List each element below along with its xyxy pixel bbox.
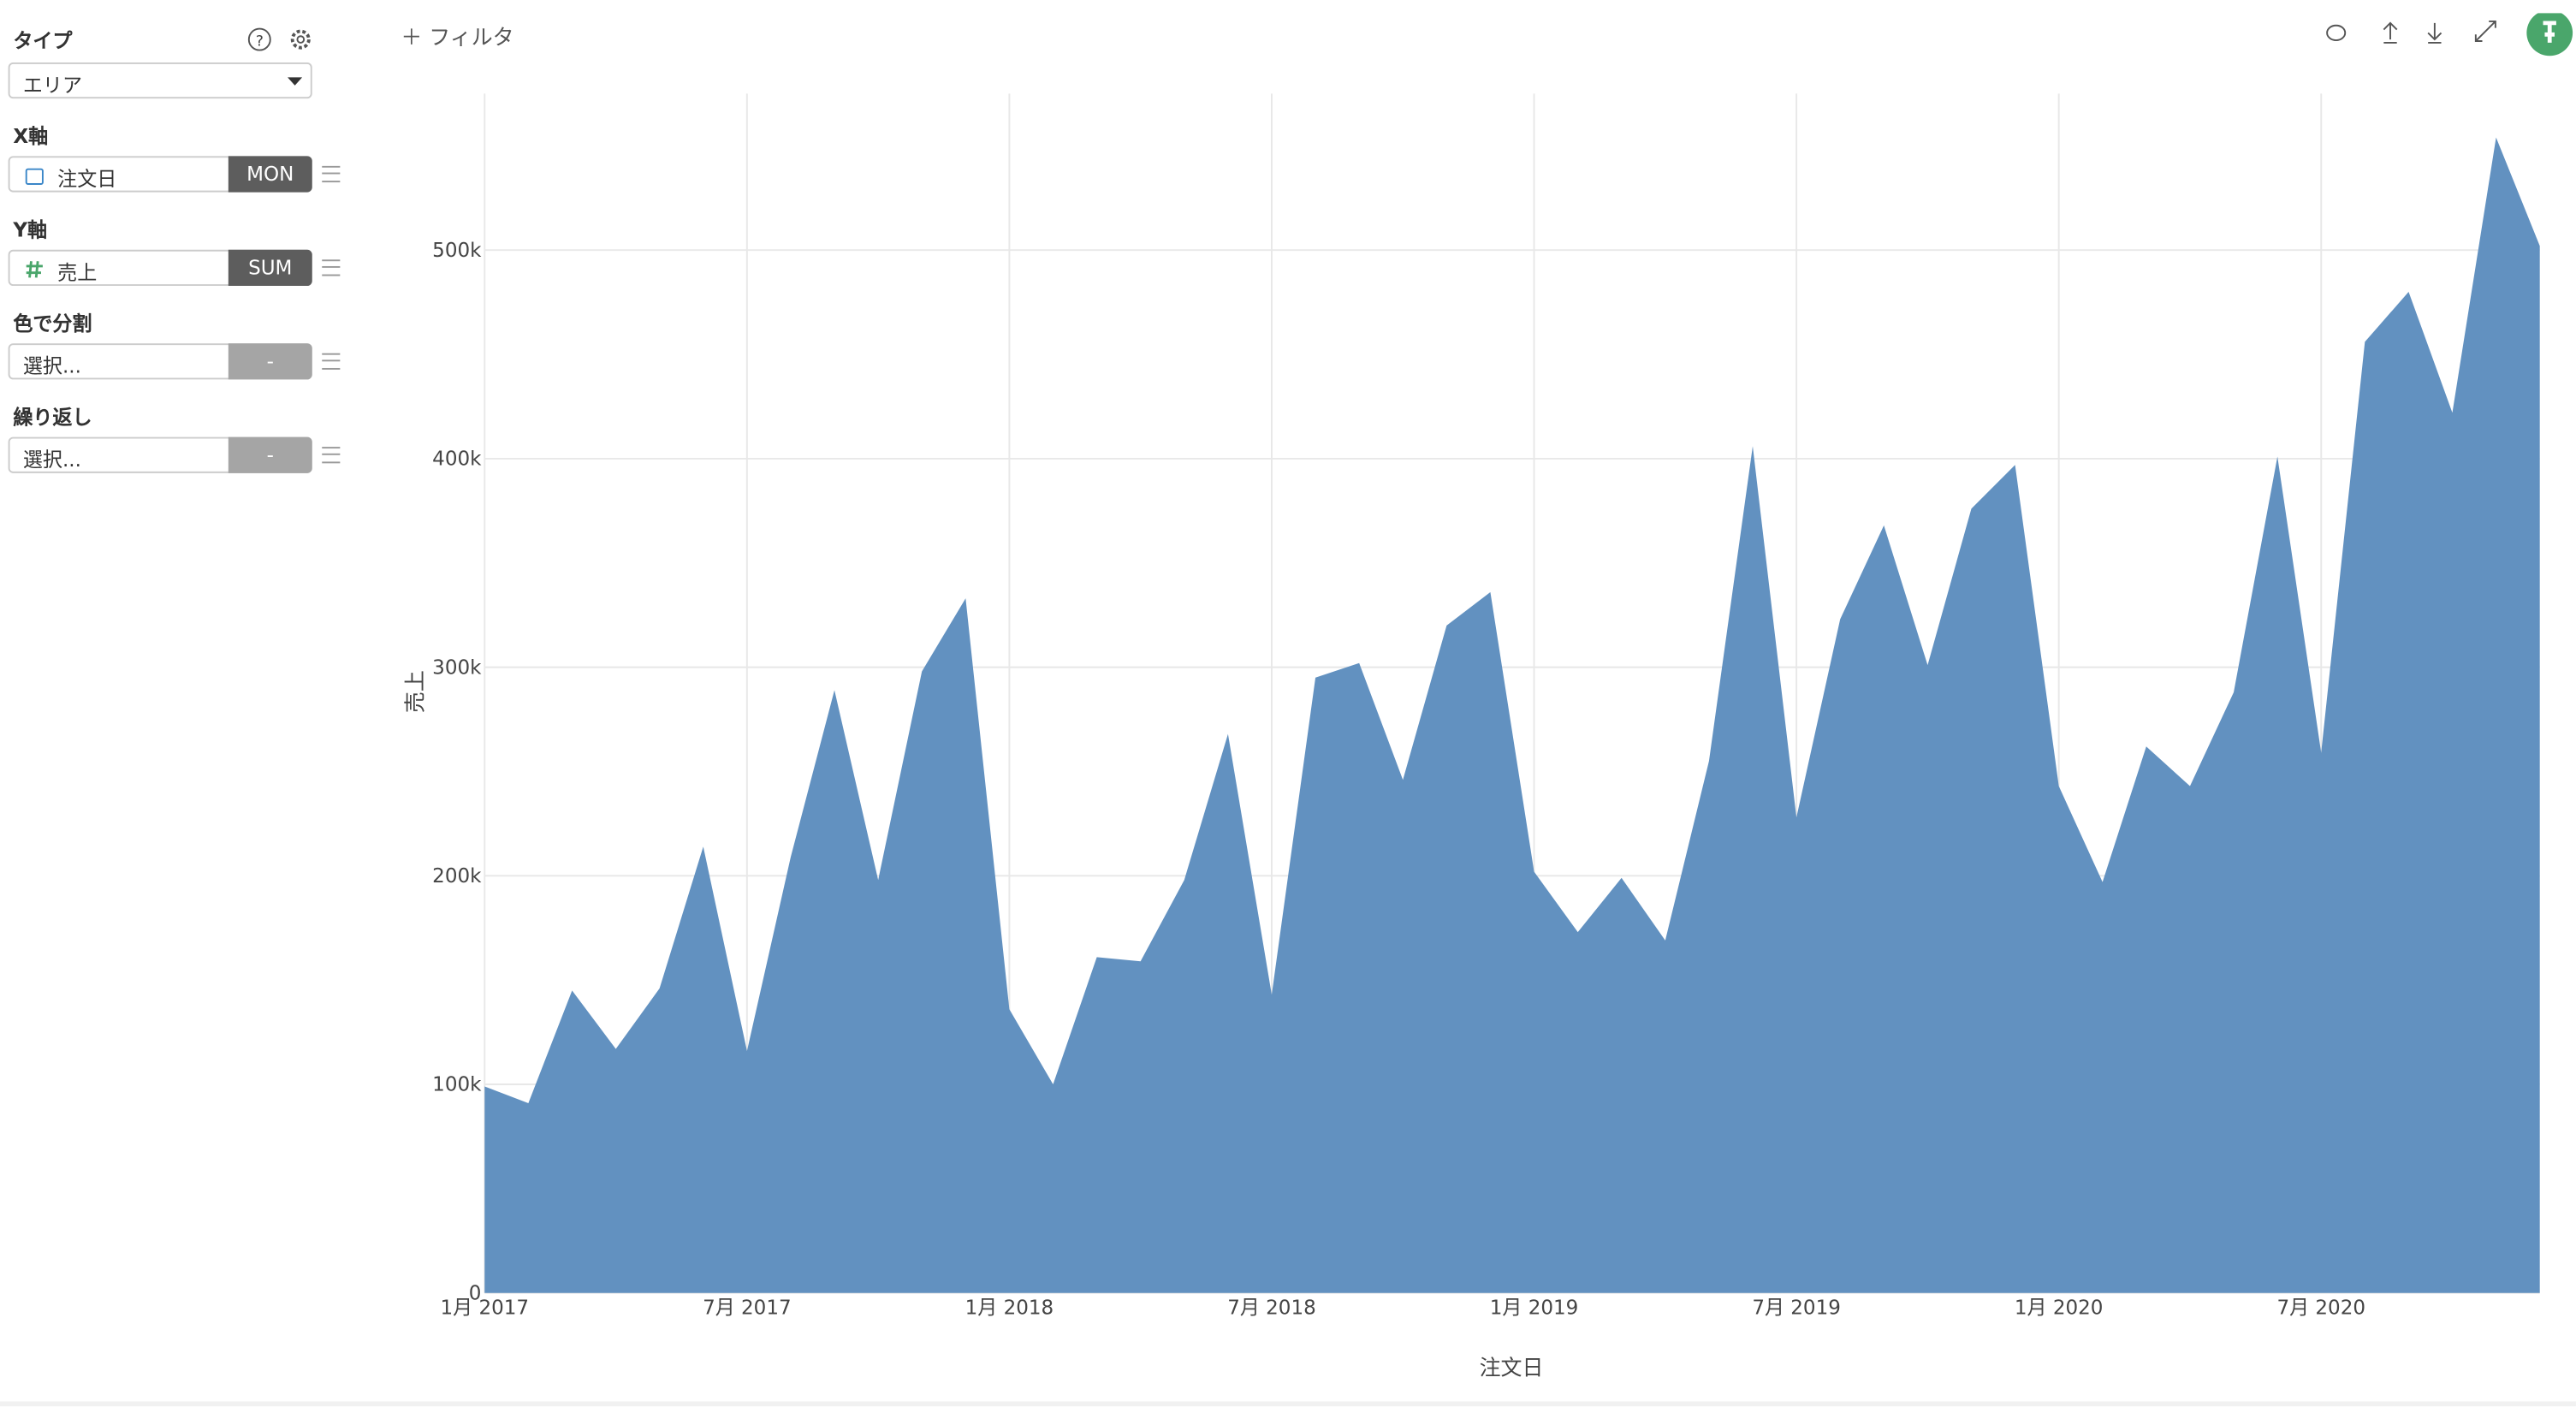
svg-text:?: ? — [256, 33, 264, 50]
field-value: 売上 — [57, 261, 98, 285]
drag-handle — [322, 259, 341, 276]
help-settings-icons[interactable]: ? — [246, 27, 325, 53]
field-label: 繰り返し — [13, 406, 92, 430]
field-box[interactable]: 注文日 MON — [8, 156, 312, 193]
y-tick-label: 400k — [432, 448, 482, 471]
x-tick-label: 7月 2017 — [703, 1297, 792, 1320]
x-tick-label: 1月 2019 — [1490, 1297, 1579, 1320]
aggregation[interactable]: - — [228, 436, 312, 473]
drag-handle — [322, 165, 341, 183]
footer-bar — [0, 1401, 2576, 1407]
y-axis-title: 売上 — [402, 670, 427, 713]
x-tick-label: 7月 2019 — [1752, 1297, 1841, 1320]
x-tick-label: 1月 2020 — [2015, 1297, 2104, 1320]
field-label: 色で分割 — [13, 312, 92, 335]
y-tick-label: 300k — [432, 656, 482, 679]
aggregation[interactable]: SUM — [228, 249, 312, 287]
x-tick-label: 1月 2018 — [965, 1297, 1054, 1320]
date-icon — [25, 168, 44, 185]
field-label: Y軸 — [13, 218, 48, 242]
x-tick-label: 7月 2020 — [2276, 1297, 2365, 1320]
number-icon-glyph — [26, 261, 43, 278]
field-label: X軸 — [13, 124, 49, 148]
drag-handle — [322, 447, 341, 464]
date-icon-body — [25, 168, 44, 185]
aggregation[interactable]: - — [228, 343, 312, 380]
aggregation[interactable]: MON — [228, 156, 312, 193]
field-value: 選択... — [22, 354, 81, 378]
type-select[interactable]: エリア — [8, 62, 312, 99]
y-tick-label: 500k — [432, 240, 482, 262]
x-tick-label: 7月 2018 — [1227, 1297, 1316, 1320]
toolbar-icons[interactable] — [2317, 13, 2576, 62]
x-tick-label: 1月 2017 — [441, 1297, 530, 1320]
drag-handle — [322, 353, 341, 370]
field-box[interactable]: 選択... - — [8, 436, 312, 473]
filter-label: フィルタ — [429, 26, 514, 51]
field-value: 選択... — [22, 448, 81, 472]
type-value: エリア — [22, 74, 83, 98]
field-box[interactable]: 売上 SUM — [8, 249, 312, 287]
field-box[interactable]: 選択... - — [8, 343, 312, 380]
number-icon — [26, 261, 43, 278]
field-value: 注文日 — [57, 167, 117, 191]
type-label: タイプ — [13, 29, 73, 53]
caret — [287, 77, 303, 86]
y-tick-label: 100k — [432, 1074, 482, 1096]
y-tick-label: 200k — [432, 865, 482, 888]
y-tick-label: 0 — [469, 1282, 482, 1304]
area — [484, 137, 2540, 1293]
x-axis-title: 注文日 — [1480, 1356, 1544, 1380]
filter-button[interactable]: ＋ フィルタ — [401, 26, 514, 51]
